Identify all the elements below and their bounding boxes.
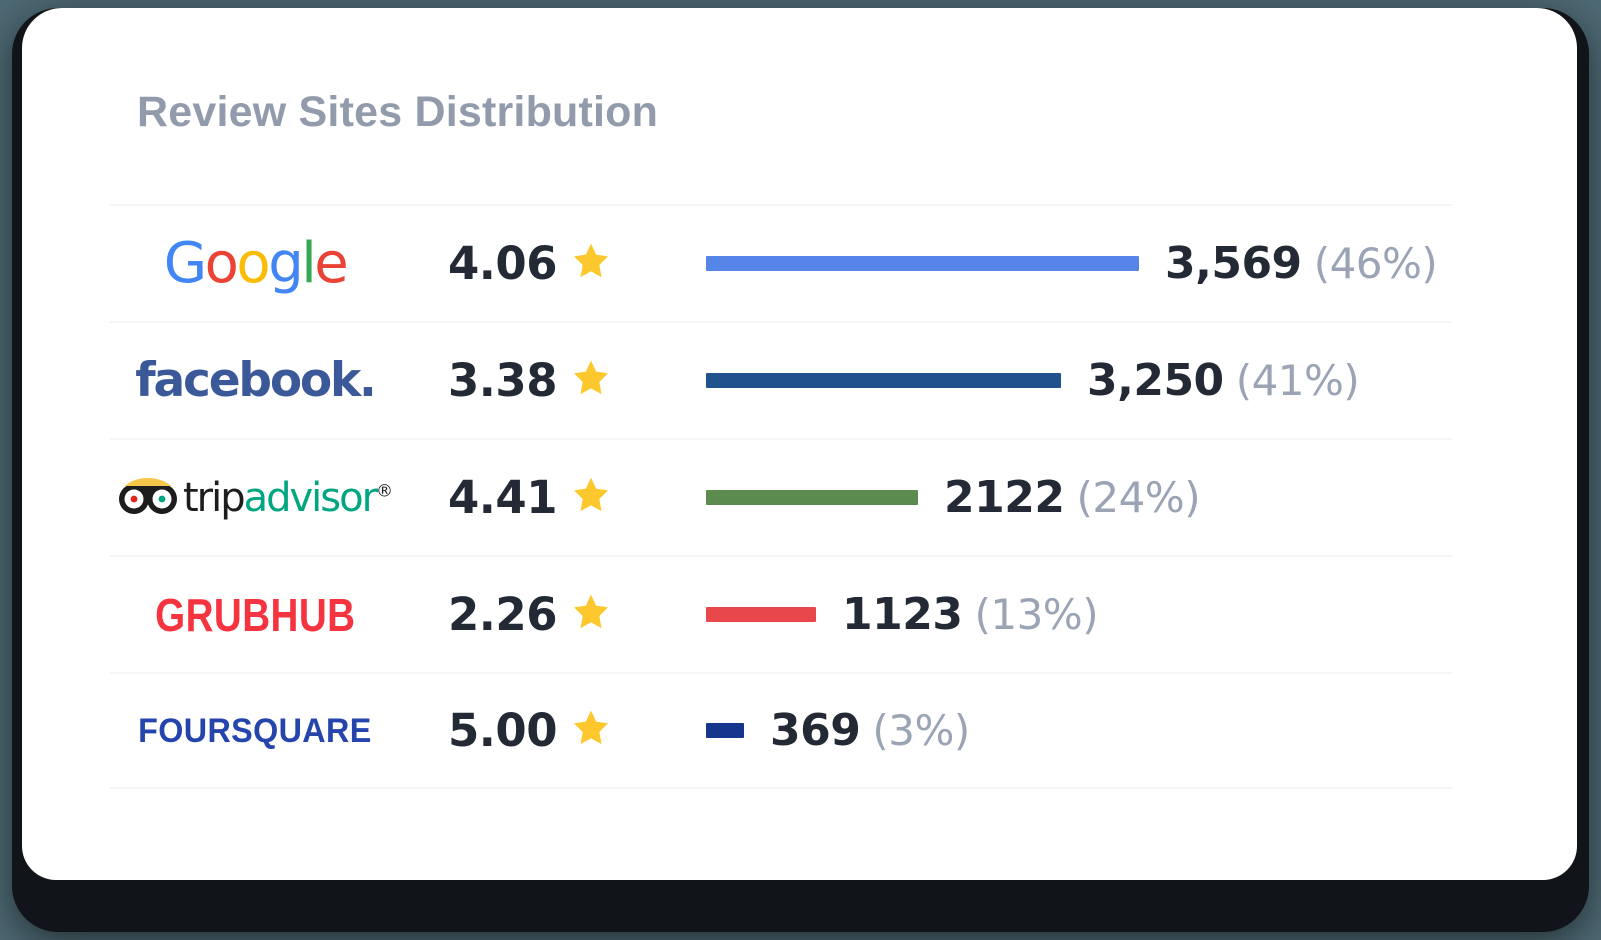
rating-value: 5.00	[448, 704, 558, 757]
review-percent: (24%)	[1076, 472, 1201, 522]
google-letter-o2: o	[236, 230, 270, 296]
review-sites-card: Review Sites Distribution Google 4.06 3,…	[22, 8, 1577, 880]
bar-labels: 3,569 (46%)	[1165, 237, 1438, 289]
bar-grubhub	[706, 607, 816, 622]
star-icon	[570, 475, 612, 520]
bar-facebook	[706, 373, 1061, 388]
bar-cell: 1123 (13%)	[620, 588, 1452, 640]
bar-tripadvisor	[706, 490, 918, 505]
facebook-wordmark: facebook.	[135, 353, 377, 408]
tripadvisor-wordmark: tripadvisor®	[117, 473, 393, 522]
star-icon	[570, 708, 612, 753]
bar-labels: 3,250 (41%)	[1087, 354, 1360, 406]
google-letter-e: e	[314, 230, 348, 296]
review-count: 369	[770, 704, 861, 756]
registered-trademark-icon: ®	[376, 481, 394, 502]
review-percent: (13%)	[974, 589, 1099, 639]
review-sites-list: Google 4.06 3,569 (46%) facebook.	[110, 204, 1452, 789]
bar-cell: 2122 (24%)	[620, 471, 1452, 523]
rating-value: 4.41	[448, 471, 558, 524]
rating-value: 3.38	[448, 354, 558, 407]
rating-value: 4.06	[448, 237, 558, 290]
review-count: 3,250	[1087, 354, 1224, 406]
star-icon	[570, 592, 612, 637]
tripadvisor-text: tripadvisor®	[183, 478, 393, 518]
bar-labels: 1123 (13%)	[842, 588, 1099, 640]
site-logo-google: Google	[110, 205, 410, 322]
bar-google	[706, 256, 1139, 271]
rating-cell: 3.38	[410, 358, 620, 403]
google-wordmark: Google	[164, 235, 349, 292]
tripadvisor-text-advisor: advisor	[243, 474, 378, 521]
review-count: 1123	[842, 588, 963, 640]
review-percent: (3%)	[872, 705, 970, 755]
google-letter-o1: o	[204, 230, 239, 296]
foursquare-wordmark: FOURSQUARE	[138, 711, 372, 750]
table-row[interactable]: facebook. 3.38 3,250 (41%)	[110, 321, 1452, 438]
star-icon	[570, 358, 612, 403]
bar-cell: 369 (3%)	[620, 704, 1452, 756]
site-logo-tripadvisor: tripadvisor®	[110, 439, 410, 556]
rating-cell: 4.06	[410, 241, 620, 286]
table-row[interactable]: Google 4.06 3,569 (46%)	[110, 204, 1452, 321]
owl-icon	[117, 473, 179, 522]
google-letter-g2: g	[268, 230, 304, 296]
review-percent: (41%)	[1235, 355, 1360, 405]
site-logo-grubhub: GRUBHUB	[110, 556, 410, 673]
review-count: 2122	[944, 471, 1065, 523]
rating-cell: 4.41	[410, 475, 620, 520]
tripadvisor-text-trip: trip	[182, 474, 246, 521]
site-logo-foursquare: FOURSQUARE	[110, 672, 410, 789]
grubhub-wordmark: GRUBHUB	[154, 588, 356, 641]
bar-cell: 3,250 (41%)	[620, 354, 1452, 406]
star-icon	[570, 241, 612, 286]
rating-cell: 2.26	[410, 592, 620, 637]
google-letter-l: l	[301, 230, 317, 296]
review-percent: (46%)	[1313, 238, 1438, 288]
table-row[interactable]: FOURSQUARE 5.00 369 (3%)	[110, 672, 1452, 789]
google-letter-g1: G	[163, 230, 207, 296]
page-title: Review Sites Distribution	[137, 88, 659, 136]
bar-foursquare	[706, 723, 744, 738]
table-row[interactable]: tripadvisor® 4.41 2122 (24%)	[110, 438, 1452, 555]
bar-labels: 2122 (24%)	[944, 471, 1201, 523]
review-count: 3,569	[1165, 237, 1302, 289]
rating-value: 2.26	[448, 588, 558, 641]
rating-cell: 5.00	[410, 708, 620, 753]
bar-labels: 369 (3%)	[770, 704, 970, 756]
table-row[interactable]: GRUBHUB 2.26 1123 (13%)	[110, 555, 1452, 672]
site-logo-facebook: facebook.	[110, 322, 410, 439]
bar-cell: 3,569 (46%)	[620, 237, 1452, 289]
